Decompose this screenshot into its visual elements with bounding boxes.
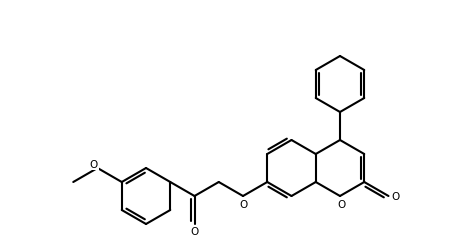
Text: O: O	[391, 191, 400, 201]
Text: O: O	[89, 159, 97, 169]
Text: O: O	[338, 199, 346, 209]
Text: O: O	[190, 226, 199, 236]
Text: O: O	[239, 199, 247, 209]
